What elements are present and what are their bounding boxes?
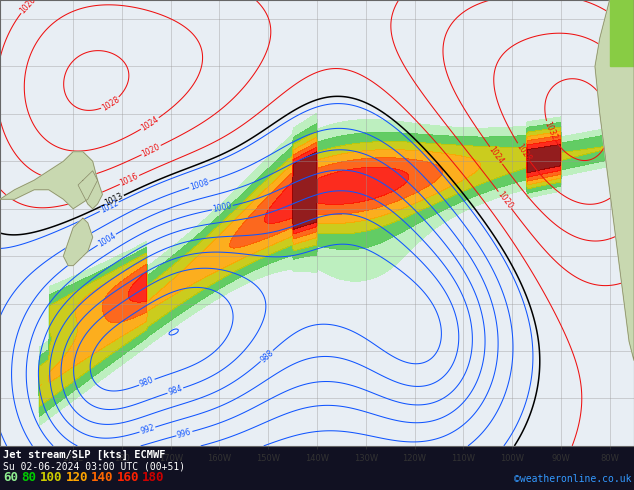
Text: 100: 100 (40, 471, 62, 485)
Text: 180: 180 (142, 471, 165, 485)
Polygon shape (78, 171, 103, 209)
Polygon shape (595, 0, 634, 361)
Text: 1028: 1028 (514, 142, 533, 163)
Polygon shape (610, 0, 634, 67)
Polygon shape (0, 152, 98, 209)
Text: 160: 160 (117, 471, 139, 485)
Text: 984: 984 (167, 384, 184, 397)
Text: 1032: 1032 (542, 120, 558, 142)
Text: 1000: 1000 (212, 201, 233, 214)
Text: 980: 980 (138, 375, 155, 389)
Text: 140: 140 (91, 471, 113, 485)
Text: 1020: 1020 (495, 190, 514, 210)
Text: 988: 988 (259, 348, 275, 364)
Text: 60: 60 (3, 471, 18, 485)
Text: 996: 996 (176, 427, 193, 440)
Text: 992: 992 (139, 423, 156, 436)
Text: 1016: 1016 (119, 172, 140, 188)
Text: 1024: 1024 (487, 145, 505, 166)
Text: 80: 80 (22, 471, 36, 485)
Text: 120: 120 (65, 471, 88, 485)
Text: 1020: 1020 (18, 0, 38, 15)
Text: 1012: 1012 (99, 198, 120, 215)
Polygon shape (63, 218, 93, 266)
Text: 1028: 1028 (100, 95, 121, 112)
Text: 1024: 1024 (619, 20, 634, 40)
Text: 1008: 1008 (189, 177, 210, 192)
Text: 1020: 1020 (141, 142, 162, 158)
Text: Jet stream/SLP [kts] ECMWF: Jet stream/SLP [kts] ECMWF (3, 450, 165, 460)
Text: Su 02-06-2024 03:00 UTC (00+51): Su 02-06-2024 03:00 UTC (00+51) (3, 462, 185, 472)
Text: 1013: 1013 (103, 192, 125, 208)
Text: 1024: 1024 (139, 115, 160, 133)
Text: ©weatheronline.co.uk: ©weatheronline.co.uk (514, 474, 631, 484)
Text: 1004: 1004 (96, 231, 117, 248)
